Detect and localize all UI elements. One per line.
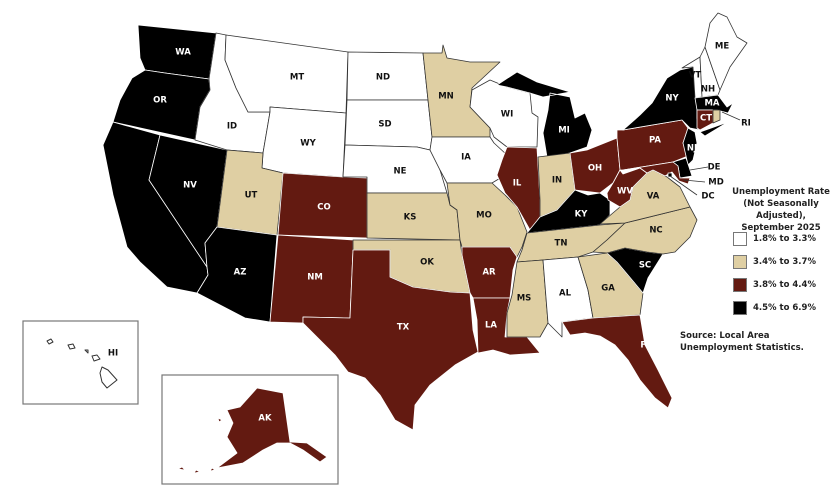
- state-label-ma: MA: [704, 99, 719, 109]
- alaska-inset-frame: [161, 374, 339, 485]
- state-label-sd: SD: [378, 120, 391, 130]
- legend-label: 3.4% to 3.7%: [753, 257, 816, 267]
- legend-item: 3.4% to 3.7%: [733, 255, 816, 269]
- state-label-or: OR: [153, 96, 167, 106]
- state-md: [622, 161, 691, 185]
- state-ct: [696, 109, 714, 131]
- state-me: [704, 12, 748, 91]
- state-label-id: ID: [227, 122, 237, 132]
- state-label-nh: NH: [701, 85, 715, 95]
- legend-item: 3.8% to 4.4%: [733, 278, 816, 292]
- state-ri: [712, 109, 721, 124]
- state-label-nv: NV: [183, 181, 197, 191]
- state-ak: [177, 387, 328, 474]
- state-label-wv: WV: [617, 187, 633, 197]
- state-label-sc: SC: [639, 261, 651, 271]
- state-label-ny: NY: [665, 94, 679, 104]
- legend-title: Unemployment Rate (Not Seasonally Adjust…: [722, 186, 840, 234]
- state-label-ga: GA: [601, 284, 615, 294]
- state-label-dc: DC: [701, 192, 714, 202]
- legend-title-line: September 2025: [741, 223, 821, 233]
- source-line: Source: Local Area: [680, 331, 770, 341]
- state-label-va: VA: [647, 192, 660, 202]
- legend-item: 1.8% to 3.3%: [733, 232, 816, 246]
- state-label-ne: NE: [394, 167, 407, 177]
- legend-label: 1.8% to 3.3%: [753, 234, 816, 244]
- source-note: Source: Local Area Unemployment Statisti…: [680, 330, 804, 354]
- state-label-nm: NM: [307, 273, 323, 283]
- state-mt: [224, 34, 349, 114]
- state-label-mi: MI: [558, 126, 570, 136]
- state-az: [196, 226, 278, 323]
- state-label-pa: PA: [649, 136, 661, 146]
- state-label-oh: OH: [588, 164, 602, 174]
- legend-title-line: Unemployment Rate: [732, 187, 830, 197]
- hawaii-inset-frame: [22, 320, 139, 405]
- state-fl: [561, 314, 673, 409]
- state-label-nc: NC: [649, 226, 662, 236]
- state-label-fl: FL: [640, 341, 652, 351]
- state-label-vt: VT: [689, 71, 702, 81]
- state-nc: [592, 206, 698, 255]
- state-label-ky: KY: [575, 210, 589, 220]
- state-label-la: LA: [485, 321, 497, 331]
- state-label-ak: AK: [258, 414, 272, 424]
- state-label-ct: CT: [700, 114, 712, 124]
- state-nj: [682, 127, 698, 166]
- state-ia: [429, 136, 508, 184]
- state-label-wa: WA: [175, 48, 191, 58]
- state-label-wi: WI: [501, 110, 514, 120]
- legend-swatch: [733, 278, 747, 292]
- state-nh: [699, 46, 721, 98]
- state-label-tx: TX: [397, 323, 410, 333]
- legend-swatch: [733, 255, 747, 269]
- state-label-hi: HI: [108, 349, 118, 359]
- legend-swatch: [733, 232, 747, 246]
- callout-lines: [669, 111, 741, 196]
- source-line: Unemployment Statistics.: [680, 343, 804, 353]
- state-mi: [496, 71, 593, 158]
- state-label-al: AL: [559, 289, 572, 299]
- state-label-wy: WY: [300, 139, 316, 149]
- state-tx: [302, 249, 479, 431]
- state-hi: [46, 338, 118, 389]
- state-label-ri: RI: [741, 119, 751, 129]
- state-label-il: IL: [513, 179, 522, 189]
- state-label-ms: MS: [517, 294, 532, 304]
- state-label-ut: UT: [245, 191, 258, 201]
- state-label-ok: OK: [420, 258, 434, 268]
- state-label-md: MD: [708, 178, 724, 188]
- state-label-me: ME: [715, 42, 729, 52]
- legend-label: 4.5% to 6.9%: [753, 303, 816, 313]
- state-label-ia: IA: [461, 153, 471, 163]
- state-label-az: AZ: [234, 268, 247, 278]
- state-label-co: CO: [317, 203, 330, 213]
- state-label-ks: KS: [404, 213, 417, 223]
- state-label-ar: AR: [482, 268, 496, 278]
- legend-item: 4.5% to 6.9%: [733, 301, 816, 315]
- state-label-mt: MT: [290, 73, 304, 83]
- state-label-de: DE: [708, 163, 721, 173]
- legend-label: 3.8% to 4.4%: [753, 280, 816, 290]
- state-label-mn: MN: [438, 92, 454, 102]
- state-label-nd: ND: [376, 73, 390, 83]
- state-label-in: IN: [552, 176, 562, 186]
- legend-swatch: [733, 301, 747, 315]
- state-label-tn: TN: [555, 239, 568, 249]
- state-label-mo: MO: [476, 211, 492, 221]
- legend-title-line: (Not Seasonally Adjusted),: [743, 199, 819, 221]
- state-label-nj: NJ: [687, 144, 697, 154]
- state-label-ca: CA: [95, 243, 108, 253]
- state-wv: [606, 167, 648, 208]
